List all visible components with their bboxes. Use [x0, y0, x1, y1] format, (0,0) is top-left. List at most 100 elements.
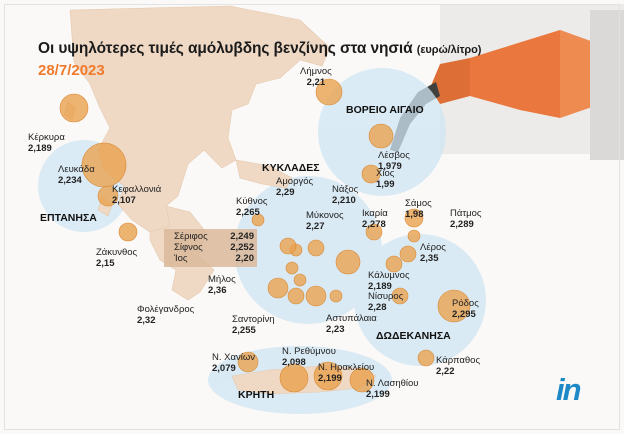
- price-value: 2,15: [96, 258, 115, 269]
- label-σέριφος: Σέριφος 2,249: [174, 231, 254, 242]
- island-name: Μύκονος: [306, 210, 344, 221]
- bubble-κάλυμνος: [385, 255, 403, 273]
- island-name: Λέσβος: [378, 150, 410, 161]
- price-value: 2,079: [212, 363, 236, 374]
- price-value: 2,234: [58, 175, 82, 186]
- island-name: Σάμος: [405, 198, 432, 209]
- region-eptanisa: ΕΠΤΑΝΗΣΑ: [40, 212, 97, 224]
- bubble-πάτμος: [407, 229, 421, 243]
- island-name: Ν. Λασηθίου: [366, 378, 419, 389]
- bubble-σαντορίνη: [305, 285, 327, 307]
- chart-unit: (ευρώ/λίτρο): [416, 44, 482, 56]
- island-name: Ρόδος: [452, 298, 479, 309]
- bubble-κεφαλλονιά: [97, 185, 119, 207]
- price-value: 2,22: [436, 366, 455, 377]
- island-name: Χίος: [376, 168, 395, 179]
- price-value: 2,32: [137, 315, 156, 326]
- label-νίσυρος: Νίσυρος 2,28: [368, 291, 403, 313]
- bubble-λέρος: [399, 245, 417, 263]
- island-name: Σίφνος: [174, 242, 203, 253]
- price-value: 2,28: [368, 302, 387, 313]
- island-name: Λευκάδα: [58, 164, 95, 175]
- bubble-νίσυρος: [391, 287, 409, 305]
- price-value: 2,098: [282, 357, 306, 368]
- label-μύκονος: Μύκονος 2,27: [306, 210, 344, 232]
- price-value: 2,20: [235, 253, 255, 264]
- price-value: 2,189: [368, 281, 392, 292]
- bubble-μήλος: [267, 277, 289, 299]
- label-κεφαλλονιά: Κεφαλλονιά 2,107: [112, 184, 161, 206]
- label-ν-ρεθύμνου: Ν. Ρεθύμνου 2,098: [282, 346, 336, 368]
- price-value: 2,189: [28, 143, 52, 154]
- bubble-σάμος: [404, 208, 424, 228]
- label-φολέγανδρος: Φολέγανδρος 2,32: [137, 304, 194, 326]
- label-μήλος: Μήλος 2,36: [208, 274, 236, 296]
- island-name: Κάρπαθος: [436, 355, 481, 366]
- bubble-ζάκυνθος: [118, 222, 138, 242]
- fuel-nozzle-icon: [390, 4, 624, 160]
- label-ρόδος: Ρόδος 2,295: [452, 298, 479, 320]
- price-value: 1,979: [378, 161, 402, 172]
- island-name: Πάτμος: [450, 208, 482, 219]
- island-name: Σέριφος: [174, 231, 208, 242]
- price-value: 2,35: [420, 253, 439, 264]
- label-νάξος: Νάξος 2,210: [332, 184, 358, 206]
- price-value: 2,36: [208, 285, 227, 296]
- price-value: 2,252: [230, 242, 254, 253]
- label-ικαρία: Ικαρία 2,278: [362, 208, 388, 230]
- label-σάμος: Σάμος 1,98: [405, 198, 432, 220]
- island-name: Ικαρία: [362, 208, 388, 219]
- island-name: Κεφαλλονιά: [112, 184, 162, 195]
- island-name: Ν. Ηρακλείου: [318, 362, 375, 373]
- label-ν-χανίων: Ν. Χανίων 2,079: [212, 352, 255, 374]
- label-πάτμος: Πάτμος 2,289: [450, 208, 481, 230]
- chart-title: Οι υψηλότερες τιμές αμόλυβδης βενζίνης σ…: [38, 40, 482, 57]
- bubble-λέσβος: [368, 123, 394, 149]
- island-name: Φολέγανδρος: [137, 304, 195, 315]
- bubble-ρόδος: [437, 289, 471, 323]
- label-κάρπαθος: Κάρπαθος 2,22: [436, 355, 480, 377]
- price-value: 2,249: [230, 231, 254, 242]
- logo: in: [556, 372, 582, 407]
- island-name: Μήλος: [208, 274, 236, 285]
- bubble-ν-ηρακλείου: [313, 361, 343, 391]
- label-ζάκυνθος: Ζάκυνθος 2,15: [96, 247, 137, 269]
- island-name: Λήμνος: [300, 66, 332, 77]
- label-κύθνος: Κύθνος 2,265: [236, 196, 267, 218]
- price-value: 2,265: [236, 207, 260, 218]
- bubble-ν-λασηθίου: [349, 367, 375, 393]
- bubble-λήμνος: [315, 78, 343, 106]
- bubble-φολέγανδρος: [287, 287, 305, 305]
- bubble-layer: [59, 78, 471, 393]
- bubble-σέριφος: [279, 237, 297, 255]
- island-name: Αμοργός: [276, 176, 314, 187]
- island-name: Νάξος: [332, 184, 359, 195]
- bubble-αστυπάλαια: [329, 289, 343, 303]
- price-value: 2,255: [232, 325, 256, 336]
- island-name: Αστυπάλαια: [326, 313, 377, 324]
- region-dodekanisa: ΔΩΔΕΚΑΝΗΣΑ: [376, 330, 451, 342]
- price-value: 2,199: [318, 373, 342, 384]
- label-λέρος: Λέρος 2,35: [420, 242, 446, 264]
- bubble-χίος: [361, 164, 381, 184]
- bubble-ίος: [293, 273, 307, 287]
- price-value: 1,99: [376, 179, 395, 190]
- price-value: 2,278: [362, 219, 386, 230]
- island-name: Κέρκυρα: [28, 132, 65, 143]
- price-value: 2,210: [332, 195, 356, 206]
- price-value: 1,98: [405, 209, 424, 220]
- bubble-μύκονος: [307, 239, 325, 257]
- island-name: Ν. Ρεθύμνου: [282, 346, 336, 357]
- price-value: 2,199: [366, 389, 390, 400]
- label-λήμνος: Λήμνος 2,21: [300, 66, 332, 88]
- label-χίος: Χίος 1,99: [376, 168, 395, 190]
- island-name: Ζάκυνθος: [96, 247, 138, 258]
- label-κέρκυρα: Κέρκυρα 2,189: [28, 132, 65, 154]
- label-λέσβος: Λέσβος 1,979: [378, 150, 410, 172]
- price-value: 2,27: [306, 221, 325, 232]
- island-name: Νίσυρος: [368, 291, 404, 302]
- bubble-κάρπαθος: [417, 349, 435, 367]
- region-voreio-aigaio: ΒΟΡΕΙΟ ΑΙΓΑΙΟ: [346, 104, 424, 116]
- region-kriti: ΚΡΗΤΗ: [238, 389, 275, 401]
